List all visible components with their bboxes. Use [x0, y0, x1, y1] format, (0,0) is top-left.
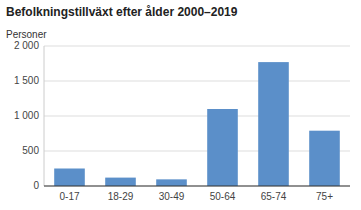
x-tick-label: 0-17 [59, 191, 79, 202]
x-tick-label: 18-29 [108, 191, 134, 202]
bar [54, 169, 85, 187]
x-tick-label: 65-74 [261, 191, 287, 202]
y-axis-label: Personer [6, 29, 47, 40]
chart-container: Befolkningstillväxt efter ålder 2000–201… [0, 0, 361, 210]
y-tick-label: 2 000 [14, 40, 39, 51]
x-tick-label: 30-49 [159, 191, 185, 202]
grid-line [44, 151, 350, 152]
bar [105, 178, 136, 186]
grid [44, 46, 350, 186]
grid-line [44, 116, 350, 117]
x-tick-label: 75+ [316, 191, 333, 202]
y-tick-label: 0 [33, 180, 39, 191]
y-axis-line [44, 46, 45, 186]
grid-line [44, 46, 350, 47]
bar [156, 179, 187, 186]
bar [207, 109, 238, 186]
bar [258, 62, 289, 186]
title: Befolkningstillväxt efter ålder 2000–201… [6, 5, 238, 19]
x-tick-label: 50-64 [210, 191, 236, 202]
bar [309, 131, 340, 186]
grid-line [44, 186, 350, 187]
grid-line [44, 81, 350, 82]
x-axis-line [44, 186, 350, 187]
chart-svg: Befolkningstillväxt efter ålder 2000–201… [0, 0, 361, 210]
y-tick-label: 500 [22, 145, 39, 156]
y-tick-label: 1 000 [14, 110, 39, 121]
bars [54, 62, 340, 186]
y-tick-label: 1 500 [14, 75, 39, 86]
